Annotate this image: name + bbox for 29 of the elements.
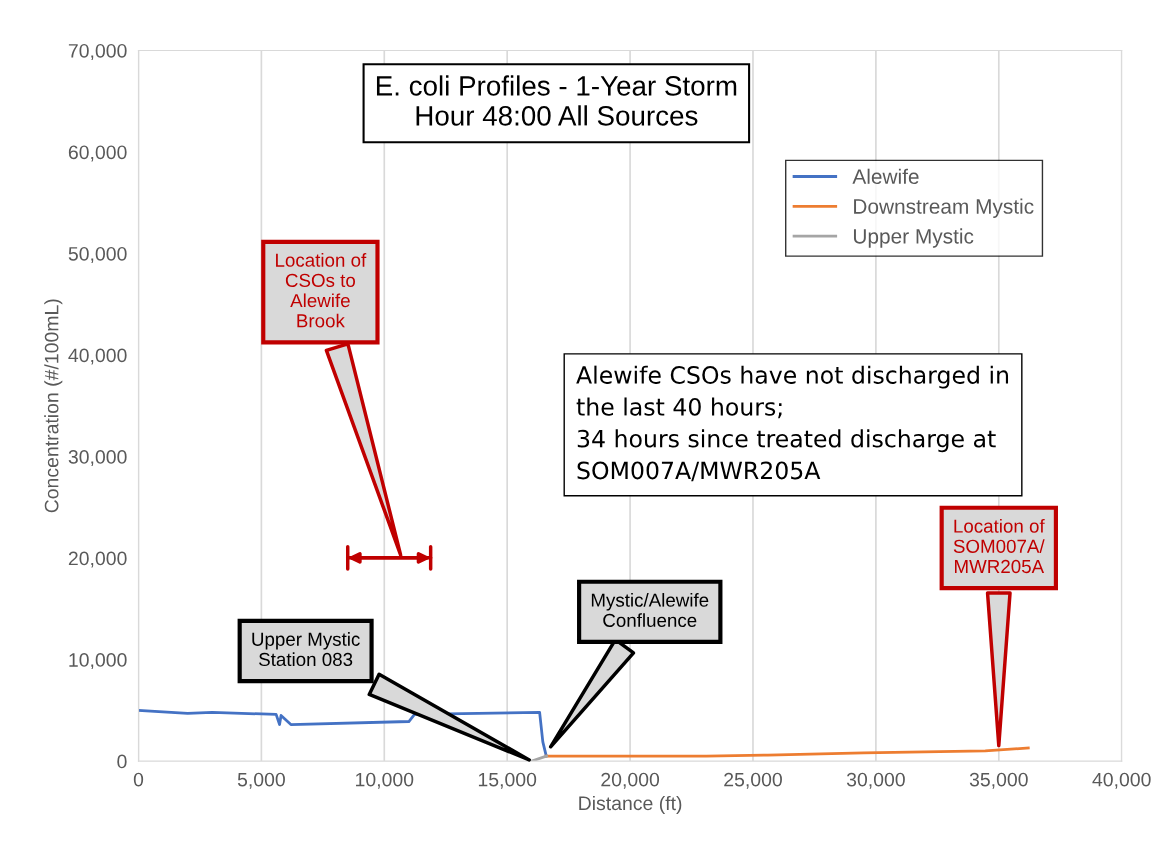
x-tick-label: 25,000 xyxy=(724,772,782,789)
y-tick-label: 10,000 xyxy=(69,653,127,670)
x-tick-label: 5,000 xyxy=(237,772,285,789)
y-axis-title: Concentration (#/100mL) xyxy=(44,299,63,513)
line-series xyxy=(138,708,548,758)
legend-label: Upper Mystic xyxy=(853,228,974,248)
annotation: Location of SOM007A/ MWR205A xyxy=(953,518,1045,574)
x-tick-label: 10,000 xyxy=(356,772,414,789)
y-tick-label: 60,000 xyxy=(68,145,127,162)
x-tick-label: 20,000 xyxy=(601,772,660,789)
annotation: Alewife CSOs have not discharged in the last 40 hours; 34 hours since treated discharge at SOM007A/MWR205A xyxy=(576,365,1009,482)
text: E. coli Profiles - 1-Year Storm Hour 48:00 All Sources xyxy=(376,75,737,126)
x-tick-label: 0 xyxy=(133,772,144,787)
y-tick-label: 0 xyxy=(117,754,127,769)
y-tick-label: 50,000 xyxy=(68,246,127,264)
annotation: Mystic/Alewife Confluence xyxy=(591,593,709,627)
y-tick-label: 70,000 xyxy=(68,43,127,60)
x-axis-title: Distance (ft) xyxy=(579,795,682,815)
annotation: Upper Mystic Station 083 xyxy=(252,632,360,667)
legend-label: Alewife xyxy=(852,168,919,184)
x-tick-label: 35,000 xyxy=(969,772,1028,789)
legend-label: Downstream Mystic xyxy=(854,198,1034,218)
x-tick-label: 40,000 xyxy=(1092,772,1151,789)
x-tick-label: 15,000 xyxy=(478,772,537,789)
annotation: Location of CSOs to Alewife Brook xyxy=(276,253,367,328)
y-tick-label: 20,000 xyxy=(68,551,127,568)
x-tick-label: 30,000 xyxy=(846,772,905,789)
y-tick-label: 30,000 xyxy=(68,450,127,467)
y-tick-label: 40,000 xyxy=(68,348,127,365)
